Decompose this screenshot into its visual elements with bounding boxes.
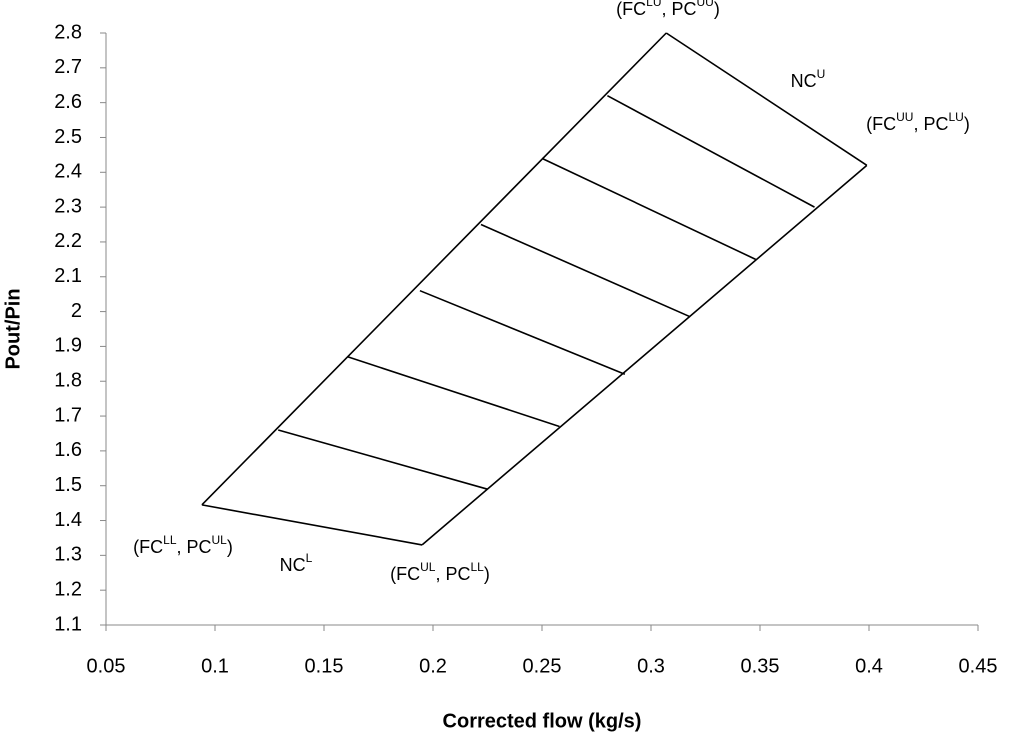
y-tick-label: 2.5 (54, 126, 82, 148)
line (347, 356, 560, 428)
x-tick-label: 0.25 (523, 655, 562, 677)
y-tick-label: 2.6 (54, 91, 82, 113)
line (201, 504, 423, 546)
annotation-superscript: LL (163, 533, 177, 547)
x-tick-label: 0.4 (855, 655, 883, 677)
annotation-superscript: UL (420, 560, 436, 574)
annotation-superscript: UU (896, 110, 913, 124)
annotation-superscript: UL (212, 533, 228, 547)
annotation-superscript: U (817, 67, 826, 81)
y-tick-label: 1.1 (54, 613, 82, 635)
y-tick-label: 1.3 (54, 544, 82, 566)
y-tick-label: 1.4 (54, 509, 82, 531)
line (421, 164, 868, 546)
y-tick-label: 1.2 (54, 578, 82, 600)
annotation-text: ) (484, 564, 490, 584)
annotation-text: (FC (616, 0, 646, 19)
annotation-text: (FC (133, 537, 163, 557)
line (541, 157, 756, 261)
annotation-superscript: LU (646, 0, 661, 9)
y-tick-label: 2.7 (54, 56, 82, 78)
annotation-text: (FC (390, 564, 420, 584)
annotation-text: , PC (435, 564, 470, 584)
annotation-superscript: UU (697, 0, 714, 9)
annotation: (FCUU, PCLU) (866, 110, 970, 134)
y-tick-label: 1.9 (54, 335, 82, 357)
annotation-text: ) (964, 114, 970, 134)
y-axis-title: Pout/Pin (2, 288, 24, 369)
annotation-text: , PC (913, 114, 948, 134)
y-tick-label: 2.2 (54, 230, 82, 252)
line (419, 289, 626, 376)
y-tick-label: 2.3 (54, 195, 82, 217)
annotation: (FCLL, PCUL) (133, 533, 233, 557)
annotation: NCL (280, 551, 313, 575)
annotation-text: NC (791, 71, 817, 91)
annotation: (FCLU, PCUU) (616, 0, 720, 19)
annotation-superscript: LU (949, 110, 964, 124)
annotation-text: , PC (177, 537, 212, 557)
line (201, 32, 667, 506)
annotation-text: ) (227, 537, 233, 557)
x-tick-label: 0.2 (419, 655, 447, 677)
x-axis-title: Corrected flow (kg/s) (443, 710, 642, 732)
annotation-superscript: L (306, 551, 313, 565)
x-tick-label: 0.3 (637, 655, 665, 677)
y-tick-label: 2.8 (54, 21, 82, 43)
annotation: (FCUL, PCLL) (390, 560, 490, 584)
x-tick-label: 0.35 (741, 655, 780, 677)
annotation-superscript: LL (471, 560, 485, 574)
annotation-text: ) (714, 0, 720, 19)
line (607, 94, 815, 208)
line (665, 32, 868, 166)
y-tick-label: 1.5 (54, 474, 82, 496)
annotation: NCU (791, 67, 826, 91)
y-tick-label: 2 (71, 300, 82, 322)
line (278, 429, 488, 490)
y-tick-label: 1.7 (54, 404, 82, 426)
annotation-text: (FC (866, 114, 896, 134)
x-tick-label: 0.05 (87, 655, 126, 677)
annotation-text: NC (280, 555, 306, 575)
y-tick-label: 1.8 (54, 370, 82, 392)
y-tick-label: 2.1 (54, 265, 82, 287)
x-tick-label: 0.1 (201, 655, 229, 677)
annotation-text: , PC (661, 0, 696, 19)
x-tick-label: 0.15 (305, 655, 344, 677)
x-tick-label: 0.45 (959, 655, 998, 677)
y-tick-label: 1.6 (54, 439, 82, 461)
line (480, 223, 691, 318)
y-tick-label: 2.4 (54, 161, 82, 183)
